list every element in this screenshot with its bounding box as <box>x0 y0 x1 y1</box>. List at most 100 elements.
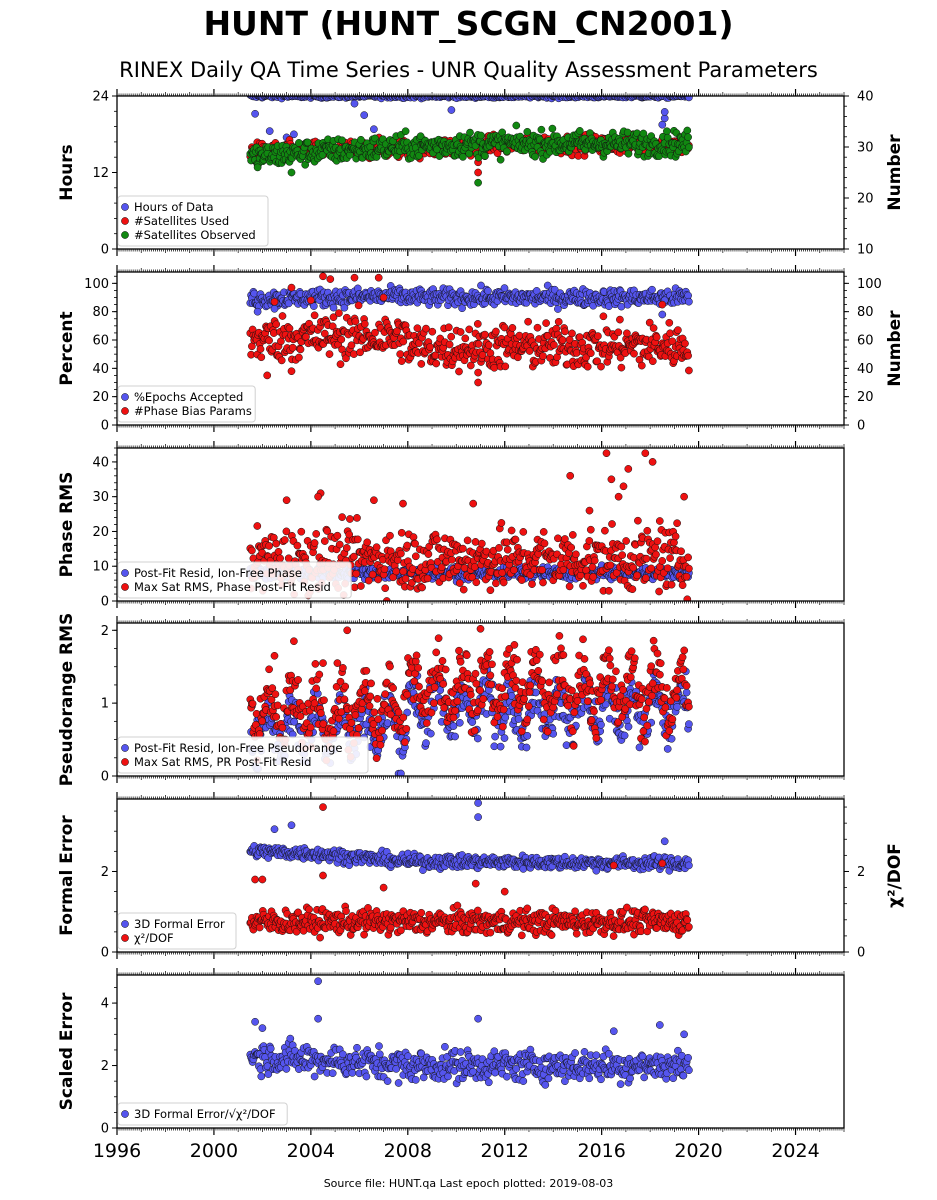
y-tick-label: 40 <box>92 362 109 377</box>
data-point <box>473 320 482 328</box>
data-point <box>484 341 493 349</box>
chart-subtitle: RINEX Daily QA Time Series - UNR Quality… <box>119 58 818 82</box>
data-point <box>496 155 505 164</box>
data-point <box>512 121 521 130</box>
outlier-point <box>474 168 482 177</box>
data-point <box>561 327 569 336</box>
legend-label: %Epochs Accepted <box>134 390 243 404</box>
data-point <box>663 127 671 136</box>
y-tick-label: 60 <box>92 334 109 349</box>
data-point <box>329 303 338 312</box>
outlier-point <box>447 106 456 114</box>
y-axis-label-right: Number <box>885 134 905 211</box>
y-axis-label-right: Number <box>885 310 905 387</box>
plot-area <box>246 96 693 187</box>
outlier-point <box>379 293 388 302</box>
data-point <box>531 152 539 161</box>
legend-marker <box>121 407 129 415</box>
data-point <box>649 324 658 332</box>
data-point <box>665 318 674 327</box>
data-point <box>524 317 532 326</box>
outlier-point <box>253 163 262 172</box>
series-blue <box>246 96 693 142</box>
data-point <box>568 329 576 338</box>
data-point <box>477 131 485 140</box>
data-point <box>572 349 581 357</box>
y-axis-label: Percent <box>57 311 77 385</box>
outlier-point <box>374 273 383 282</box>
outlier-point <box>270 297 279 306</box>
data-point <box>399 337 408 346</box>
data-point <box>523 127 532 136</box>
outlier-point <box>658 120 667 129</box>
data-point <box>357 135 365 144</box>
data-point <box>624 149 633 158</box>
y-tick-label: 80 <box>92 305 109 320</box>
y-right-tick-label: 80 <box>857 305 874 320</box>
data-point <box>637 361 646 370</box>
data-point <box>413 324 422 333</box>
outlier-point <box>658 300 667 309</box>
data-point <box>278 312 287 320</box>
legend-marker <box>121 203 129 211</box>
y-tick-label: 12 <box>92 166 109 181</box>
data-point <box>481 152 489 160</box>
y-right-tick-label: 60 <box>857 334 874 349</box>
data-point <box>269 329 278 337</box>
data-point <box>325 350 334 358</box>
data-point <box>501 362 510 371</box>
data-point <box>401 127 410 136</box>
legend-marker <box>121 231 129 239</box>
outlier-point <box>474 378 482 387</box>
outlier-point <box>287 283 296 292</box>
outlier-point <box>263 371 272 380</box>
data-point <box>492 327 500 336</box>
y-right-tick-label: 0 <box>857 419 865 434</box>
data-point <box>396 350 405 358</box>
data-point <box>537 125 546 134</box>
data-point <box>310 311 319 320</box>
data-point <box>652 333 661 342</box>
data-point <box>503 147 511 156</box>
data-point <box>459 153 467 161</box>
legend-label: #Satellites Used <box>134 214 229 228</box>
outlier-point <box>350 273 359 282</box>
data-point <box>432 359 441 368</box>
data-point <box>447 332 456 341</box>
plot-area <box>246 272 693 387</box>
data-point <box>338 136 346 145</box>
legend-label: #Phase Bias Params <box>134 404 252 418</box>
outlier-point <box>307 296 315 305</box>
outlier-point <box>270 304 279 313</box>
data-point <box>285 324 294 333</box>
data-point <box>456 328 465 336</box>
data-point <box>685 366 693 375</box>
data-point <box>466 128 474 137</box>
y-right-tick-label: 20 <box>857 192 874 207</box>
y-right-tick-label: 20 <box>857 390 874 405</box>
legend-label: #Satellites Observed <box>134 228 256 242</box>
data-point <box>508 324 517 332</box>
legend: Hours of Data#Satellites Used#Satellites… <box>117 195 269 247</box>
data-point <box>445 340 454 349</box>
data-point <box>666 329 674 338</box>
data-point <box>461 334 470 343</box>
data-point <box>616 315 624 324</box>
data-point <box>684 351 692 360</box>
data-point <box>554 317 563 326</box>
outlier-point <box>474 178 482 187</box>
legend-marker <box>121 393 129 401</box>
data-point <box>277 356 286 365</box>
data-point <box>257 353 266 362</box>
data-point <box>674 326 682 334</box>
y-right-tick-label: 100 <box>857 277 882 292</box>
data-point <box>417 360 426 368</box>
data-point <box>272 320 281 329</box>
data-point <box>558 336 567 344</box>
outlier-point <box>319 272 327 281</box>
y-right-tick-label: 30 <box>857 141 874 156</box>
data-point <box>542 319 550 327</box>
